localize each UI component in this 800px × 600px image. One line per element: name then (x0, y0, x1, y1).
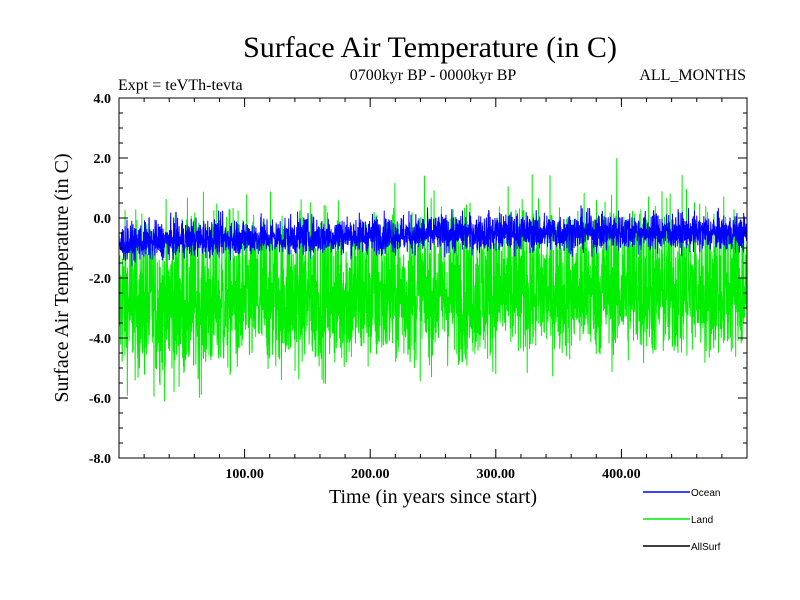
plot-series-group (118, 157, 748, 402)
x-tick-label: 200.00 (351, 467, 390, 482)
x-tick-label: 300.00 (477, 467, 516, 482)
x-axis-label: Time (in years since start) (329, 486, 537, 508)
y-tick-label: -8.0 (89, 452, 111, 467)
y-tick-label: 0.0 (94, 212, 112, 227)
y-tick-label: -2.0 (89, 272, 111, 287)
series-line-land (118, 157, 748, 402)
y-tick-label: 4.0 (94, 92, 112, 107)
y-axis-label: Surface Air Temperature (in C) (51, 153, 73, 402)
x-axis: 100.00 200.00 300.00 400.00 (143, 98, 723, 482)
y-axis: -8.0 -6.0 -4.0 -2.0 0.0 2.0 4.0 (89, 92, 747, 467)
y-tick-label: -4.0 (89, 332, 111, 347)
series-line-ocean (118, 205, 748, 266)
x-tick-label: 400.00 (602, 467, 641, 482)
experiment-label: Expt = teVTh-tevta (118, 77, 243, 94)
y-tick-label: 2.0 (94, 152, 112, 167)
legend-label-allsurf: AllSurf (691, 542, 721, 553)
period-label: 0700kyr BP - 0000kyr BP (350, 67, 517, 84)
legend-label-land: Land (691, 515, 713, 526)
chart-title: Surface Air Temperature (in C) (243, 31, 617, 64)
y-tick-label: -6.0 (89, 392, 111, 407)
x-tick-label: 100.00 (225, 467, 264, 482)
legend-label-ocean: Ocean (691, 488, 720, 499)
months-label: ALL_MONTHS (639, 67, 746, 84)
legend: Ocean Land AllSurf (643, 488, 721, 553)
